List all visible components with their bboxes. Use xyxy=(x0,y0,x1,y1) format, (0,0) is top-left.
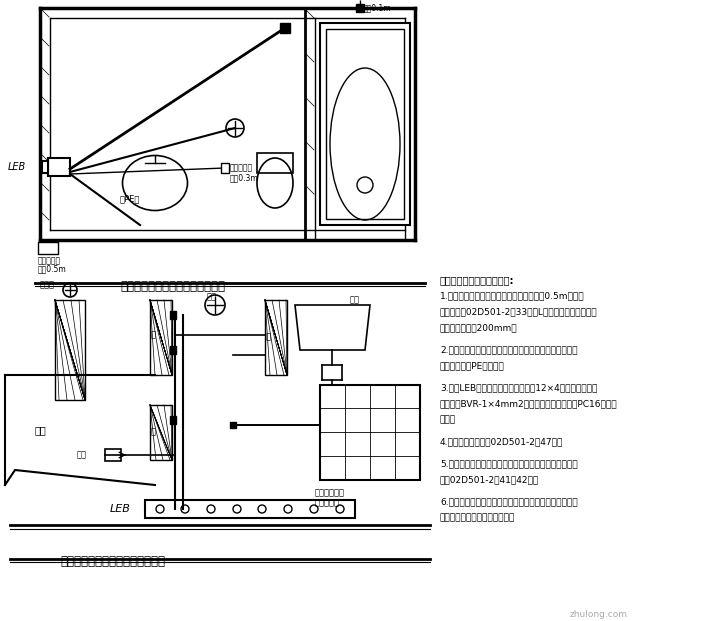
Text: 距地0.1m: 距地0.1m xyxy=(363,3,391,12)
Bar xyxy=(221,163,229,173)
Text: 4.预埋件做法详图集02D501-2第47页。: 4.预埋件做法详图集02D501-2第47页。 xyxy=(440,437,563,446)
Bar xyxy=(55,300,85,400)
Text: 灯具: 灯具 xyxy=(207,292,217,301)
Text: 浴盆: 浴盆 xyxy=(34,425,46,435)
Bar xyxy=(38,242,58,254)
Bar xyxy=(42,161,48,173)
Text: 至PE线: 至PE线 xyxy=(120,194,140,203)
Bar xyxy=(320,23,410,225)
Text: 墙: 墙 xyxy=(266,332,271,342)
Text: 定，但不应小于200mm。: 定，但不应小于200mm。 xyxy=(440,323,518,332)
Text: 6.卫生间内的各种金属构件若定于二次装修施工，则除去: 6.卫生间内的各种金属构件若定于二次装修施工，则除去 xyxy=(440,497,578,506)
Text: 做法见图集02D501-2第33页；L（长度）由施工单位调: 做法见图集02D501-2第33页；L（长度）由施工单位调 xyxy=(440,307,598,316)
Text: 给排水管以及PE线连接。: 给排水管以及PE线连接。 xyxy=(440,361,505,370)
Text: 卫生间钢筋网: 卫生间钢筋网 xyxy=(315,488,345,497)
Text: LEB: LEB xyxy=(8,162,26,172)
Bar xyxy=(105,449,121,461)
Text: 卫生间局部等电位连接说明:: 卫生间局部等电位连接说明: xyxy=(440,275,515,285)
Bar xyxy=(170,311,176,319)
Bar xyxy=(265,300,287,375)
Bar xyxy=(356,4,364,12)
Text: 墙: 墙 xyxy=(150,427,155,437)
Text: 明敷。: 明敷。 xyxy=(440,415,456,424)
Text: 5.等电位连接处与浴盆、下水管等卫生设备的连接做法详: 5.等电位连接处与浴盆、下水管等卫生设备的连接做法详 xyxy=(440,459,578,468)
Text: 卫生间局部等电位连接平面示意图: 卫生间局部等电位连接平面示意图 xyxy=(120,280,225,293)
Text: 卫生间局部等电位连接系统原理图: 卫生间局部等电位连接系统原理图 xyxy=(60,555,165,568)
Text: 盆盆: 盆盆 xyxy=(350,295,360,304)
Text: 墙上预埋件: 墙上预埋件 xyxy=(315,498,340,507)
Text: zhulong.com: zhulong.com xyxy=(570,610,628,619)
Bar xyxy=(280,23,290,33)
Bar xyxy=(150,300,172,375)
Text: 墙上预埋件: 墙上预埋件 xyxy=(38,256,61,265)
Bar xyxy=(145,500,355,518)
Bar xyxy=(230,422,236,428)
Text: 插座: 插座 xyxy=(77,450,87,460)
Bar xyxy=(150,405,172,460)
Bar xyxy=(320,385,420,480)
Text: 距地0.5m: 距地0.5m xyxy=(38,264,66,273)
Text: 暗壁插座盒: 暗壁插座盒 xyxy=(230,163,253,172)
Bar xyxy=(326,29,404,219)
Text: 余与采用BVR-1×4mm2铜线在板板内敷墙内穿PC16塑料管: 余与采用BVR-1×4mm2铜线在板板内敷墙内穿PC16塑料管 xyxy=(440,399,617,408)
Text: 距地0.3m: 距地0.3m xyxy=(230,173,258,182)
Bar xyxy=(170,346,176,354)
Bar xyxy=(170,416,176,424)
Text: 图集02D501-2第41、42页。: 图集02D501-2第41、42页。 xyxy=(440,475,539,484)
Text: 1.卫生间等电位端子箱位置详见平面，距地0.5m，具体: 1.卫生间等电位端子箱位置详见平面，距地0.5m，具体 xyxy=(440,291,585,300)
Text: 3.图中LEB端子板联线至预埋件采用12×4的镀锌扁钢，其: 3.图中LEB端子板联线至预埋件采用12×4的镀锌扁钢，其 xyxy=(440,383,597,392)
Text: 2.卫生间等电位端子箱须与墙上预埋件、金属浴盆、金属: 2.卫生间等电位端子箱须与墙上预埋件、金属浴盆、金属 xyxy=(440,345,578,354)
Text: 淋浴器: 淋浴器 xyxy=(40,280,55,289)
Text: LEB: LEB xyxy=(110,504,131,514)
Text: 灯具及插座外，其余仅作预留。: 灯具及插座外，其余仅作预留。 xyxy=(440,513,516,522)
Bar xyxy=(48,158,70,176)
Bar xyxy=(257,153,293,173)
Text: 墙: 墙 xyxy=(150,330,155,340)
